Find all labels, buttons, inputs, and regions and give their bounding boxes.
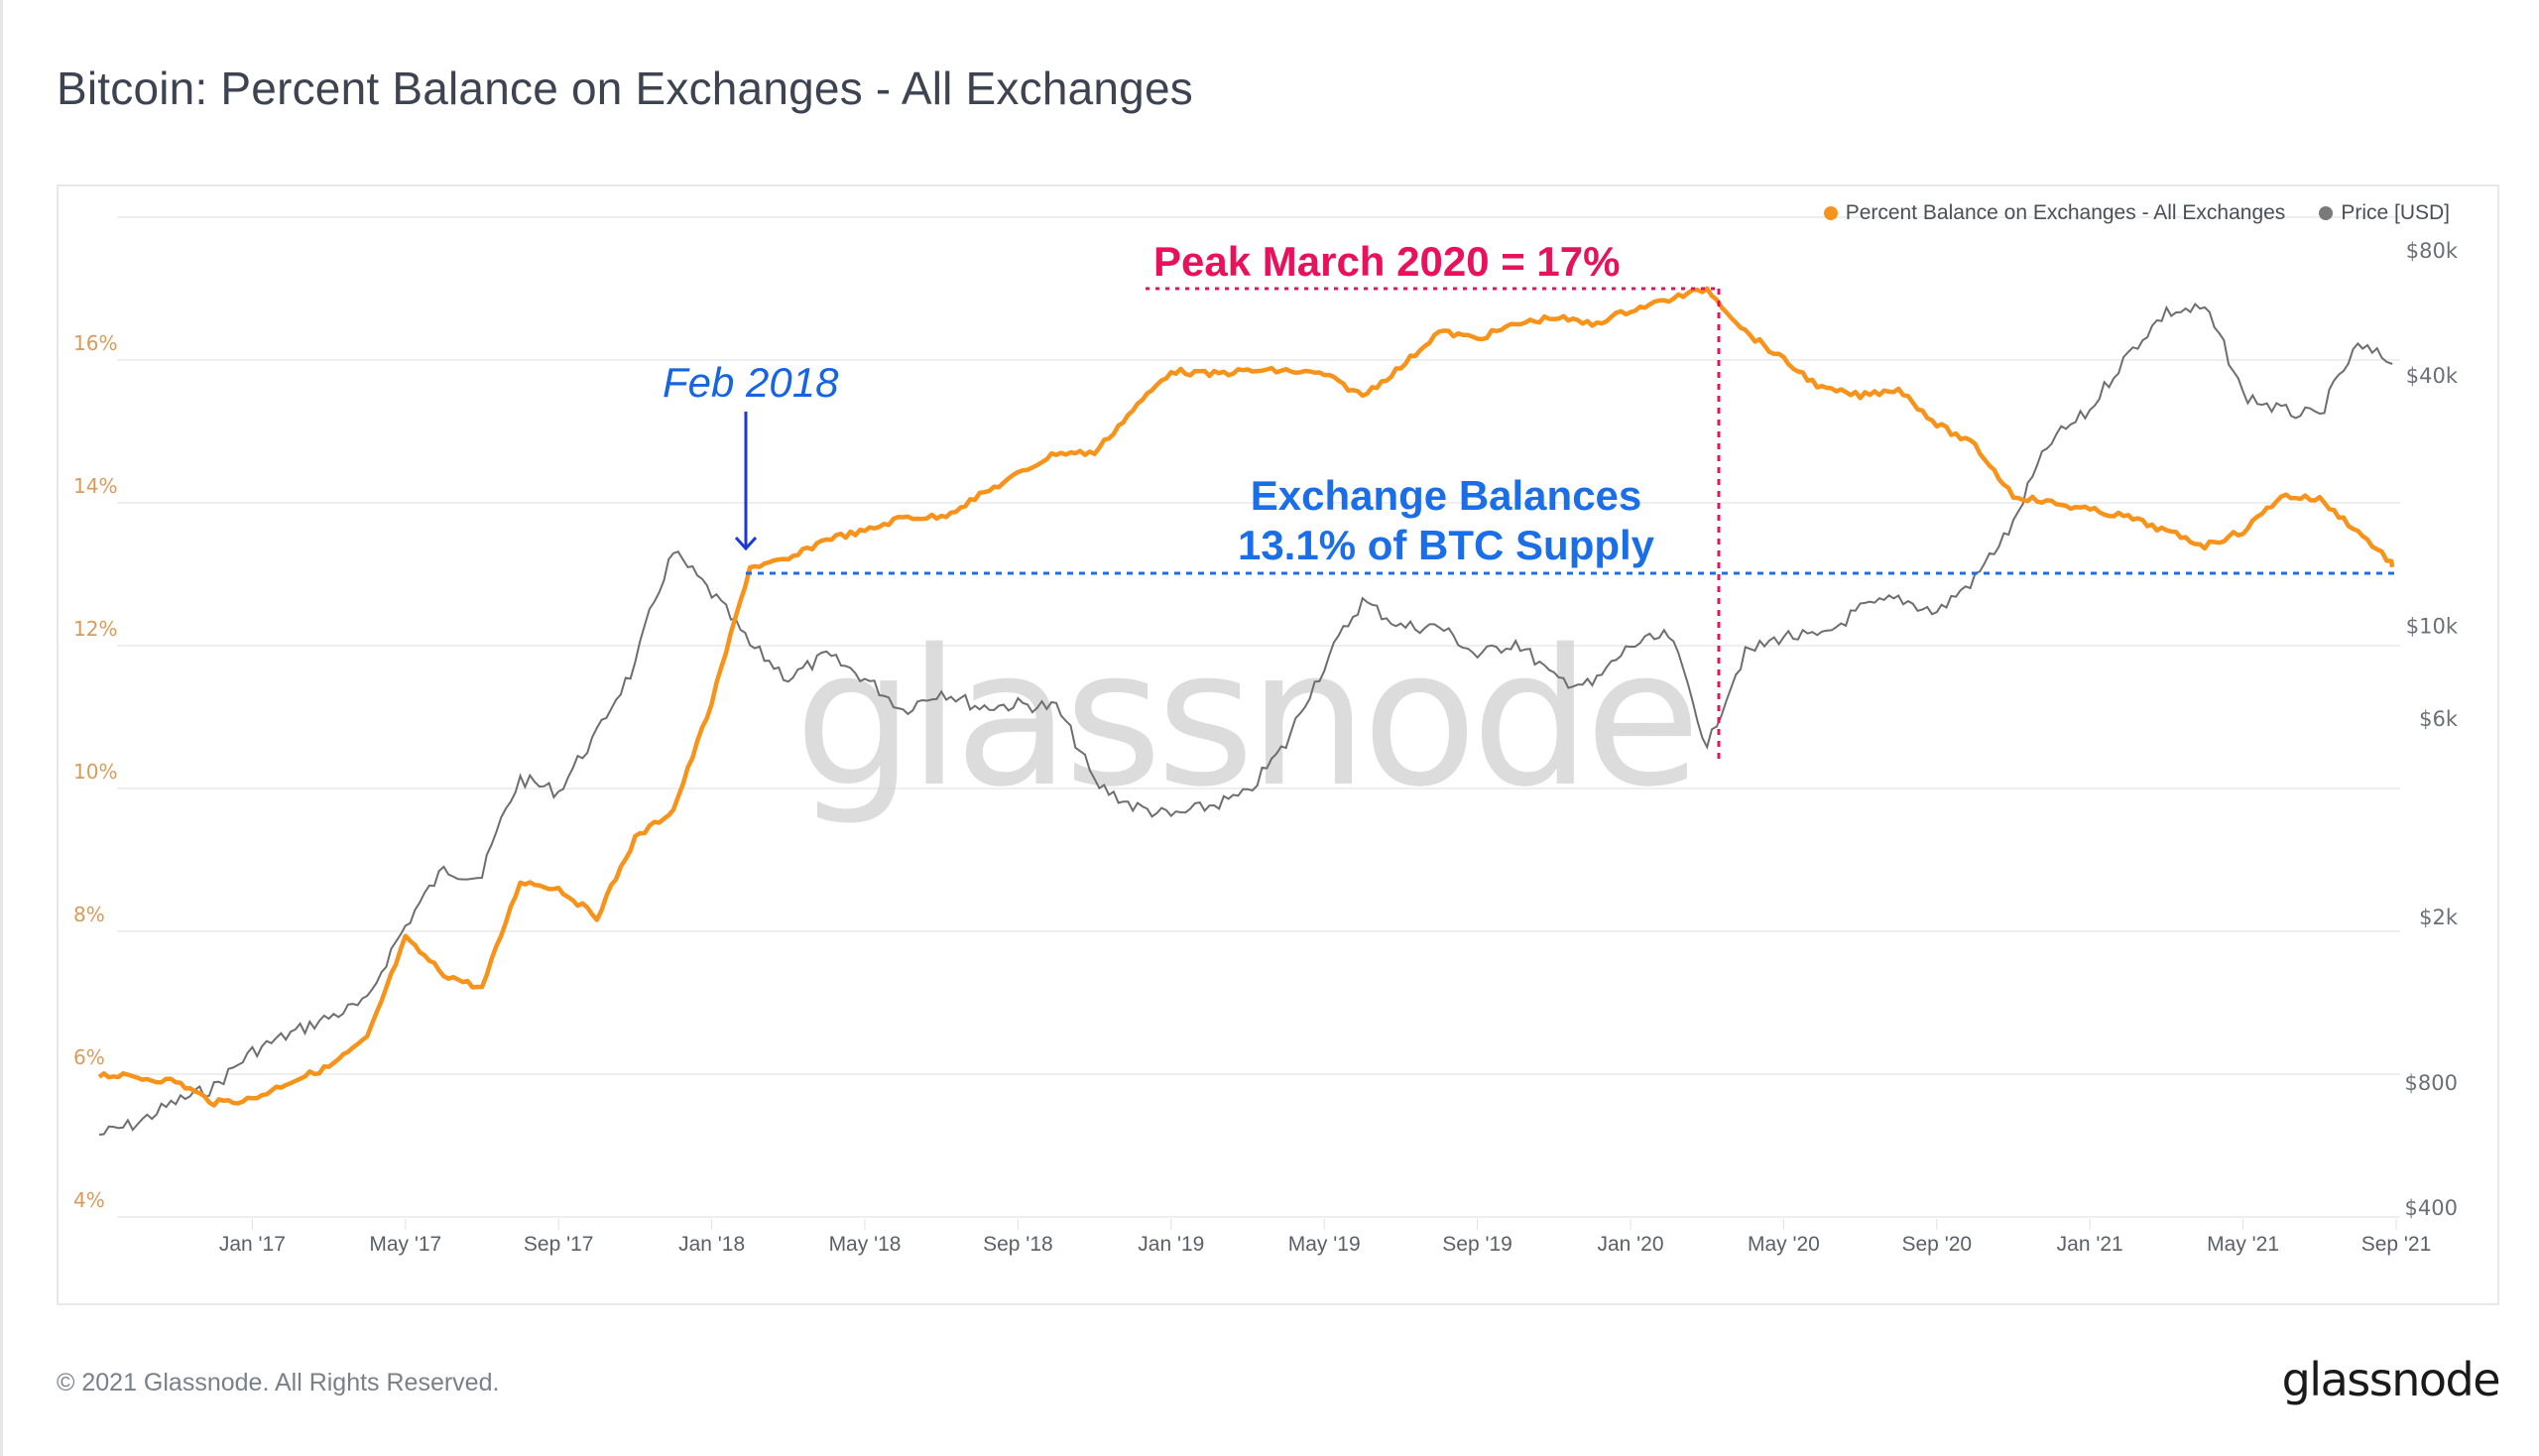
- arrow-head-icon: [734, 536, 758, 551]
- y-left-tick: 14%: [73, 474, 117, 498]
- x-tick: May '18: [829, 1233, 902, 1256]
- y-right-tick: $10k: [2406, 615, 2459, 639]
- x-tick: Sep '17: [524, 1233, 594, 1256]
- x-tick: Jan '20: [1597, 1233, 1663, 1256]
- page-left-border: [0, 0, 3, 1456]
- page-title: Bitcoin: Percent Balance on Exchanges - …: [57, 62, 1193, 114]
- x-tick: Jan '18: [678, 1233, 745, 1256]
- x-tick: May '19: [1288, 1233, 1361, 1256]
- y-right-tick: $400: [2405, 1196, 2458, 1220]
- y-left-tick: 8%: [73, 903, 105, 926]
- y-right-tick: $2k: [2419, 906, 2459, 929]
- x-tick: Sep '20: [1902, 1233, 1973, 1256]
- copyright-text: © 2021 Glassnode. All Rights Reserved.: [57, 1369, 500, 1396]
- balance-annotation-line2: 13.1% of BTC Supply: [1238, 522, 1655, 568]
- x-tick: Jan '21: [2057, 1233, 2123, 1256]
- x-tick: Jan '17: [219, 1233, 286, 1256]
- glassnode-logo[interactable]: glassnode: [2281, 1353, 2501, 1406]
- x-tick: Sep '18: [983, 1233, 1053, 1256]
- y-left-tick: 4%: [73, 1188, 105, 1212]
- legend-item-price[interactable]: Price [USD]: [2319, 201, 2450, 225]
- balance-line: [97, 286, 2395, 1108]
- y-right-tick: $80k: [2406, 239, 2459, 263]
- legend-label-balance: Percent Balance on Exchanges - All Excha…: [1845, 201, 2286, 224]
- y-left-tick: 6%: [73, 1045, 105, 1069]
- x-tick: May '20: [1748, 1233, 1820, 1256]
- x-tick: May '17: [369, 1233, 441, 1256]
- chart-legend: Percent Balance on Exchanges - All Excha…: [1823, 201, 2450, 225]
- gray-dot-icon: [2319, 206, 2334, 220]
- y-left-tick: 16%: [73, 331, 117, 355]
- feb-2018-annotation: Feb 2018: [663, 359, 839, 406]
- y-right-tick: $6k: [2419, 707, 2459, 731]
- price-line: [98, 303, 2393, 1136]
- legend-item-balance[interactable]: Percent Balance on Exchanges - All Excha…: [1823, 201, 2286, 225]
- y-right-tick: $800: [2405, 1071, 2458, 1095]
- legend-label-price: Price [USD]: [2341, 201, 2450, 224]
- y-right-tick: $40k: [2406, 364, 2459, 388]
- peak-annotation: Peak March 2020 = 17%: [1153, 238, 1621, 285]
- watermark: glassnode: [794, 609, 1695, 828]
- balance-annotation-line1: Exchange Balances: [1251, 472, 1642, 519]
- x-tick: Sep '19: [1442, 1233, 1512, 1256]
- orange-dot-icon: [1823, 206, 1838, 220]
- x-tick: May '21: [2207, 1233, 2279, 1256]
- y-left-tick: 10%: [73, 760, 117, 784]
- y-left-tick: 12%: [73, 617, 117, 641]
- x-tick: Jan '19: [1138, 1233, 1204, 1256]
- x-tick: Sep '21: [2361, 1233, 2432, 1256]
